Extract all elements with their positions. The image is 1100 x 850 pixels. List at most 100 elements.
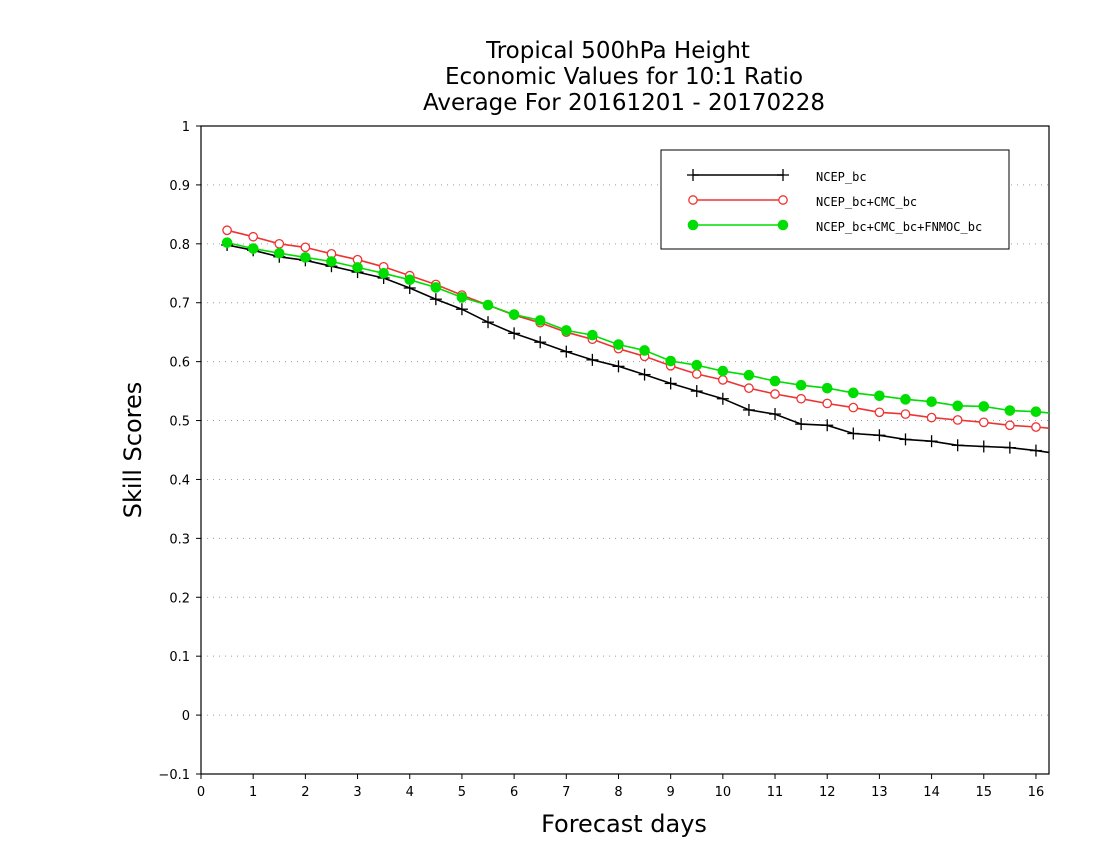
data-point	[687, 219, 699, 231]
data-point	[456, 292, 468, 303]
data-point	[716, 392, 729, 405]
chart-title: Tropical 500hPa Height Economic Values f…	[423, 38, 825, 116]
data-point	[952, 400, 963, 412]
data-point	[638, 368, 651, 381]
data-point	[821, 419, 834, 432]
data-point	[429, 293, 442, 306]
data-point	[873, 429, 886, 442]
y-tick-label: 0	[182, 709, 190, 724]
data-point	[742, 403, 755, 416]
x-tick-label: 8	[614, 785, 622, 800]
data-point	[822, 398, 833, 409]
data-point	[274, 238, 285, 249]
data-point	[273, 247, 285, 259]
data-point	[221, 237, 233, 248]
data-point	[534, 315, 546, 326]
chart-title-line-2: Economic Values for 10:1 Ratio	[445, 64, 803, 90]
data-point	[769, 408, 782, 421]
data-point	[482, 316, 495, 329]
y-tick-label: 0.6	[169, 356, 190, 371]
data-point	[613, 339, 624, 350]
y-tick-label: 0.9	[169, 179, 190, 194]
data-point	[691, 369, 702, 379]
data-point	[717, 365, 729, 377]
data-point	[612, 360, 625, 373]
data-point	[1031, 422, 1041, 432]
y-tick-label: 0.5	[169, 415, 190, 430]
data-point	[455, 303, 468, 316]
data-point	[430, 282, 442, 293]
x-tick-label: 2	[301, 785, 309, 800]
data-point	[874, 390, 885, 402]
series-2	[221, 237, 1050, 418]
data-point	[796, 393, 806, 404]
legend-entries	[687, 169, 789, 231]
series-line	[226, 241, 1050, 414]
data-point	[977, 440, 990, 453]
data-point	[777, 169, 789, 181]
x-tick-label: 0	[197, 785, 205, 800]
data-point	[847, 427, 860, 440]
data-point	[795, 379, 807, 391]
data-point	[952, 415, 963, 425]
data-point	[1005, 420, 1015, 431]
x-tick-label: 16	[1028, 785, 1045, 800]
data-point	[777, 219, 789, 231]
data-point	[900, 409, 911, 419]
data-point	[925, 435, 938, 448]
data-point	[951, 439, 964, 452]
data-point	[300, 242, 311, 253]
data-point	[300, 252, 311, 263]
x-tick-label: 4	[406, 785, 414, 800]
y-tick-label: 0.2	[169, 591, 190, 606]
data-point	[560, 345, 573, 358]
data-point	[899, 433, 912, 446]
data-point	[900, 394, 911, 405]
chart-title-line-3: Average For 20161201 - 20170228	[423, 90, 825, 116]
legend-label-ncep-bc: NCEP_bc	[816, 170, 867, 184]
data-point	[1030, 406, 1042, 418]
y-tick-label: 0.3	[169, 532, 190, 547]
data-point	[874, 407, 885, 418]
data-point	[795, 418, 808, 431]
data-point	[687, 169, 699, 181]
data-point	[848, 402, 859, 413]
data-point	[247, 243, 259, 254]
x-tick-label: 6	[510, 785, 518, 800]
data-point	[688, 195, 698, 205]
data-series	[221, 225, 1050, 457]
data-point	[821, 382, 833, 394]
legend-entry	[688, 195, 788, 205]
data-point	[691, 359, 703, 371]
y-axis-ticks: −0.1 0 0.1 0.2 0.3 0.4 0.5 0.6 0.7 0.8 0.9 1	[158, 120, 201, 783]
x-tick-label: 7	[562, 785, 570, 800]
x-tick-label: 1	[249, 785, 257, 800]
y-axis-label: Skill Scores	[119, 382, 147, 519]
data-point	[1004, 405, 1016, 416]
data-point	[848, 387, 859, 399]
data-point	[587, 329, 598, 341]
x-tick-label: 10	[715, 785, 732, 800]
legend: NCEP_bc NCEP_bc+CMC_bc NCEP_bc+CMC_bc+FN…	[660, 149, 1010, 250]
x-tick-label: 12	[819, 785, 836, 800]
data-point	[744, 383, 754, 393]
y-tick-label: 0.8	[169, 238, 190, 253]
data-point	[778, 195, 788, 205]
y-tick-label: 0.7	[169, 297, 190, 312]
data-point	[639, 345, 650, 356]
x-tick-label: 3	[353, 785, 361, 800]
data-point	[508, 327, 521, 340]
data-point	[378, 267, 389, 279]
data-point	[926, 396, 937, 407]
data-point	[222, 225, 232, 236]
series-line	[226, 229, 1050, 429]
legend-label-ncep-cmc-fnmoc: NCEP_bc+CMC_bc+FNMOC_bc	[816, 220, 982, 234]
data-point	[352, 262, 363, 273]
plot-frame	[200, 125, 1050, 775]
y-tick-label: 0.4	[169, 473, 190, 488]
data-point	[248, 231, 259, 242]
data-point	[978, 417, 989, 428]
data-point	[717, 375, 728, 385]
data-point	[665, 355, 676, 367]
data-point	[769, 375, 781, 387]
